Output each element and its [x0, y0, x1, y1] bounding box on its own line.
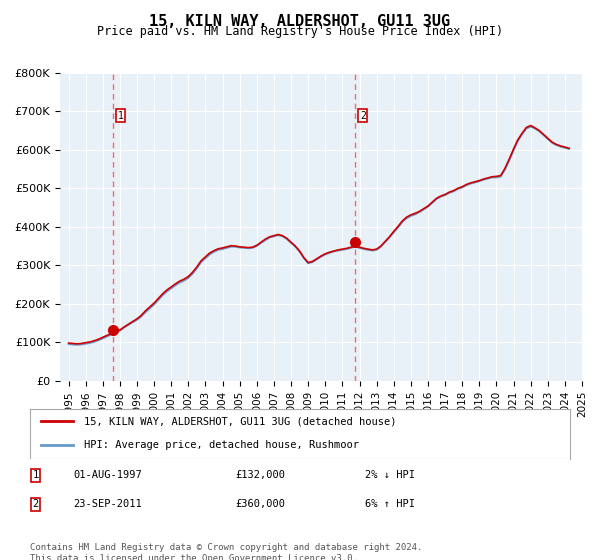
Text: 15, KILN WAY, ALDERSHOT, GU11 3UG: 15, KILN WAY, ALDERSHOT, GU11 3UG [149, 14, 451, 29]
Text: 01-AUG-1997: 01-AUG-1997 [73, 470, 142, 480]
Text: 6% ↑ HPI: 6% ↑ HPI [365, 500, 415, 510]
Text: HPI: Average price, detached house, Rushmoor: HPI: Average price, detached house, Rush… [84, 440, 359, 450]
Text: Contains HM Land Registry data © Crown copyright and database right 2024.
This d: Contains HM Land Registry data © Crown c… [30, 543, 422, 560]
Text: 23-SEP-2011: 23-SEP-2011 [73, 500, 142, 510]
Text: 1: 1 [32, 470, 38, 480]
Text: £132,000: £132,000 [235, 470, 285, 480]
Text: 2: 2 [360, 111, 366, 121]
Text: £360,000: £360,000 [235, 500, 285, 510]
Text: 2% ↓ HPI: 2% ↓ HPI [365, 470, 415, 480]
Text: Price paid vs. HM Land Registry's House Price Index (HPI): Price paid vs. HM Land Registry's House … [97, 25, 503, 38]
Text: 1: 1 [118, 111, 124, 121]
Text: 15, KILN WAY, ALDERSHOT, GU11 3UG (detached house): 15, KILN WAY, ALDERSHOT, GU11 3UG (detac… [84, 417, 397, 426]
Text: 2: 2 [32, 500, 38, 510]
